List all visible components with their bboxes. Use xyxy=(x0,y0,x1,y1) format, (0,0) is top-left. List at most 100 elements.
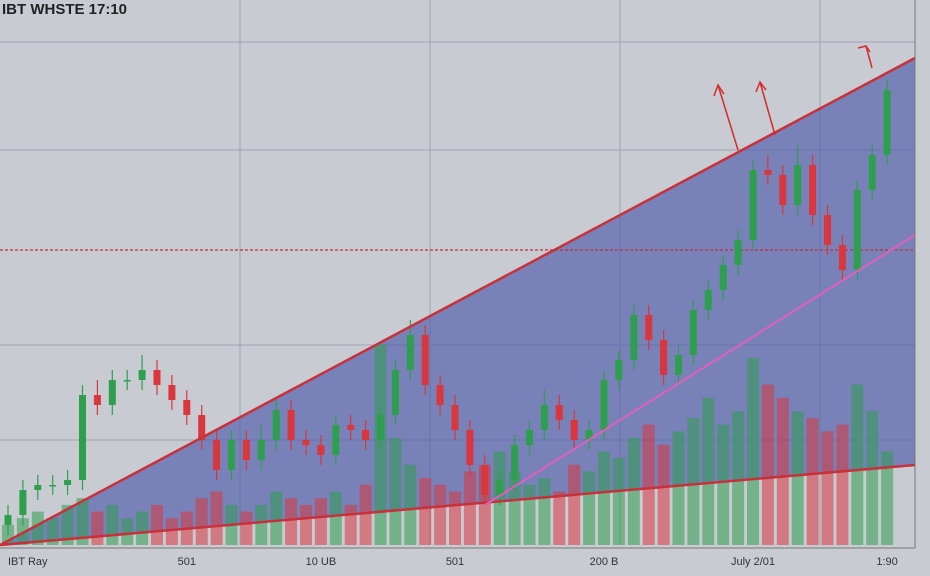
candle-body xyxy=(496,480,504,495)
volume-bar xyxy=(434,484,447,545)
volume-bar xyxy=(612,458,625,545)
candle-body xyxy=(332,425,340,455)
volume-bar xyxy=(508,471,521,545)
x-tick-label: 501 xyxy=(178,556,196,568)
x-tick-label: July 2/01 xyxy=(731,556,775,568)
volume-bar xyxy=(76,498,89,545)
candle-body xyxy=(734,240,742,265)
candle-body xyxy=(421,335,429,385)
volume-bar xyxy=(538,478,551,545)
volume-bar xyxy=(598,451,610,545)
candle-body xyxy=(600,380,608,430)
candle-body xyxy=(49,485,57,487)
volume-bar xyxy=(672,431,685,545)
candle-body xyxy=(615,360,623,380)
candle-body xyxy=(824,215,831,245)
volume-bar xyxy=(821,431,834,545)
support-line xyxy=(484,234,916,506)
arrow xyxy=(755,80,776,136)
candle-body xyxy=(64,480,72,485)
candle-body xyxy=(451,405,459,430)
candle-body xyxy=(555,405,563,420)
volume-bar xyxy=(791,411,804,545)
candle-body xyxy=(79,395,86,480)
volume-bar xyxy=(747,357,759,545)
volume-bar xyxy=(210,491,223,545)
volume-bar xyxy=(627,438,640,545)
volume-bar xyxy=(255,504,268,545)
volume-bar xyxy=(359,484,372,545)
candle-body xyxy=(570,420,578,440)
candle-body xyxy=(123,380,131,382)
candle-body xyxy=(809,165,817,215)
volume-bar xyxy=(91,511,104,545)
candle-body xyxy=(198,415,206,440)
candle-body xyxy=(153,370,161,385)
x-labels: IBT Ray 501 10 UB 501 200 B July 2/01 1:90 xyxy=(8,556,898,568)
volume-bar xyxy=(314,498,327,545)
chart-title: IBT WHSTE 17:10 xyxy=(2,1,127,18)
candle-body xyxy=(183,400,191,415)
volume-bar xyxy=(285,498,298,545)
volume-bar xyxy=(106,504,119,545)
candle-body xyxy=(347,425,355,430)
volume-bar xyxy=(389,438,402,545)
candle-body xyxy=(272,410,280,440)
volume-bar xyxy=(866,411,879,545)
x-tick-label: 1:90 xyxy=(876,556,897,568)
candle-body xyxy=(4,515,12,525)
candle-body xyxy=(287,410,295,440)
candle-body xyxy=(511,445,519,480)
volume-bar xyxy=(195,498,208,545)
candle-body xyxy=(675,355,682,375)
candle-body xyxy=(630,315,638,360)
candle-body xyxy=(853,190,861,270)
candle-body xyxy=(749,170,757,240)
candle-body xyxy=(257,440,265,460)
volume-bar xyxy=(136,511,149,545)
candle-body xyxy=(540,405,548,430)
candle-body xyxy=(317,445,325,455)
candle-body xyxy=(660,340,668,375)
volume-bar xyxy=(419,478,432,545)
volume-bar xyxy=(717,424,730,545)
volume-bar xyxy=(776,397,789,545)
candle-body xyxy=(481,465,489,495)
candle-body xyxy=(19,490,27,515)
candle-body xyxy=(764,170,772,175)
candle-layer xyxy=(4,80,891,535)
candle-body xyxy=(138,370,146,380)
candle-body xyxy=(779,175,787,205)
volume-bar xyxy=(449,491,461,545)
volume-bar xyxy=(761,384,774,545)
candle-body xyxy=(377,415,384,440)
x-tick-label: 200 B xyxy=(590,556,619,568)
candle-body xyxy=(242,440,250,460)
volume-bar xyxy=(687,417,700,545)
volume-bar xyxy=(61,504,74,545)
volume-bar xyxy=(165,518,178,545)
volume-bar xyxy=(836,424,849,545)
volume-bar xyxy=(881,451,894,545)
upper-trendline xyxy=(0,56,916,547)
volume-bar xyxy=(329,491,342,545)
volume-bar xyxy=(583,471,596,545)
volume-bar xyxy=(270,491,283,545)
candle-body xyxy=(436,385,444,405)
volume-bar xyxy=(404,464,417,545)
candle-body xyxy=(689,310,697,355)
candle-body xyxy=(362,430,370,440)
arrow xyxy=(857,45,873,69)
candle-body xyxy=(526,430,533,445)
candle-body xyxy=(168,385,176,400)
candle-body xyxy=(228,440,235,470)
candle-body xyxy=(302,440,310,445)
volume-bar xyxy=(344,504,357,545)
volume-bar xyxy=(851,384,864,545)
volume-layer xyxy=(2,344,894,545)
volume-bar xyxy=(300,504,312,545)
candle-body xyxy=(391,370,399,415)
candle-body xyxy=(213,440,221,470)
